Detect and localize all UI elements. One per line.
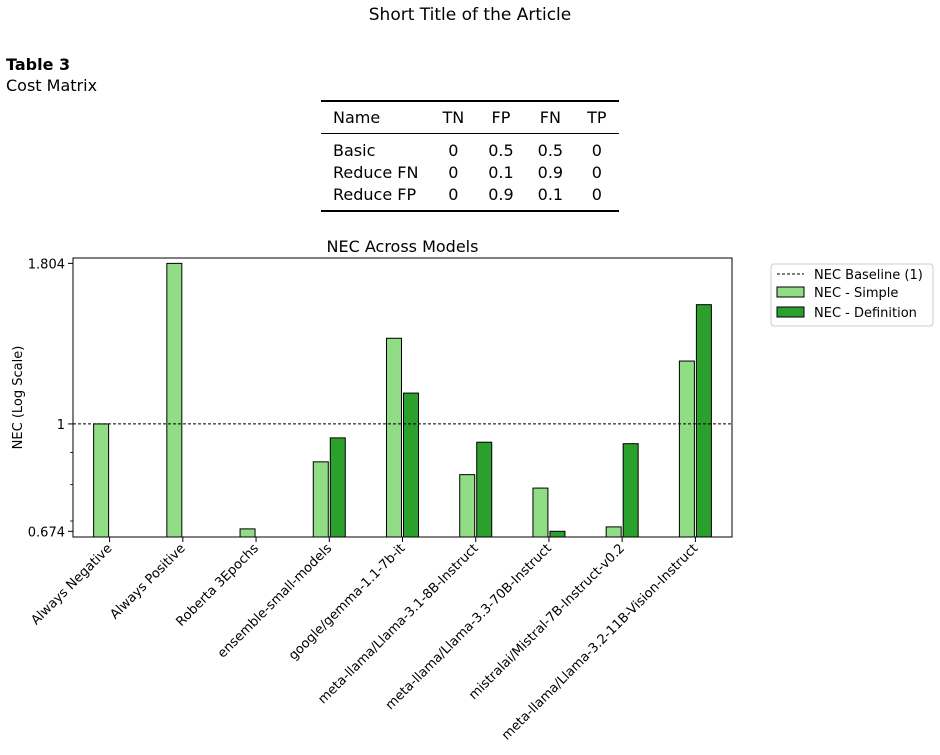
bar-simple (93, 423, 110, 538)
column-header: FN (525, 101, 576, 134)
legend-label-simple: NEC - Simple (814, 286, 898, 301)
table-caption: Table 3 Cost Matrix (6, 54, 97, 96)
table-cell: 0 (591, 184, 602, 204)
table-cell: 0.9 (488, 184, 514, 204)
table-cell: 0 (591, 162, 602, 182)
table-cell: 0.1 (537, 184, 564, 204)
table-label: Table 3 (6, 55, 71, 74)
bar-definition (329, 437, 346, 538)
y-tick-label: 0.674 (28, 525, 65, 540)
table-cell: Reduce FN (333, 162, 419, 182)
table-cell: 0.5 (488, 140, 514, 160)
x-tick-label: google/gemma-1.1-7b-it (286, 541, 408, 663)
bar-simple (386, 337, 402, 538)
y-tick-label: 1.804 (28, 257, 65, 272)
table-row: Reduce FN 0 0.1 0.9 0 (321, 161, 619, 183)
x-tick-label: meta-llama/Llama-3.1-8B-Instruct (316, 541, 482, 707)
bar-definition (403, 392, 419, 538)
legend-box (770, 263, 934, 327)
table-cell: Basic (333, 140, 376, 160)
y-axis-label: NEC (Log Scale) (11, 346, 26, 450)
legend-swatch-definition (776, 306, 805, 318)
bar-definition (476, 441, 493, 538)
x-tick-label: Always Positive (107, 541, 188, 622)
column-header: TP (575, 101, 619, 134)
nec-bar-chart: NEC Across Models 0.674 1 1.804 NEC (Log Sca… (11, 237, 934, 743)
bar-definition (549, 530, 566, 538)
column-header: TN (430, 101, 477, 134)
table-cell: 0.5 (537, 140, 564, 160)
page-header: Short Title of the Article (368, 5, 572, 25)
bar-simple (239, 528, 256, 538)
table-cell: 0.1 (488, 162, 514, 182)
bar-definition (695, 304, 712, 538)
legend-label-definition: NEC - Definition (814, 306, 917, 321)
x-tick-label: meta-llama/Llama-3.3-70B-Instruct (383, 541, 555, 713)
table-cell: 0 (448, 162, 459, 182)
table-cell: Reduce FP (333, 184, 417, 204)
table-cell: 0 (448, 140, 459, 160)
column-header: Name (321, 101, 431, 134)
bar-simple (312, 461, 329, 538)
table-cell: 0.9 (537, 162, 564, 182)
column-header: FP (476, 101, 526, 134)
table-cell: 0 (448, 184, 459, 204)
table-cell: 0 (591, 140, 602, 160)
bar-simple (678, 360, 695, 538)
table-row: Basic 0 0.5 0.5 0 (321, 134, 619, 162)
chart-title: NEC Across Models (327, 237, 479, 256)
bar-definition (622, 443, 639, 538)
legend-label-baseline: NEC Baseline (1) (814, 268, 923, 283)
bar-simple (459, 474, 476, 538)
table-header-row: Name TN FP FN TP (321, 101, 619, 134)
x-tick-label: Always Negative (28, 541, 115, 628)
legend-swatch-simple (776, 286, 805, 298)
bar-simple (605, 526, 622, 538)
table-title: Cost Matrix (6, 76, 98, 95)
y-tick-label: 1 (57, 418, 65, 433)
bar-simple (166, 262, 183, 538)
x-tick-label: mistralai/Mistral-7B-Instruct-v0.2 (466, 541, 628, 703)
cost-matrix-table: Name TN FP FN TP Basic 0 0.5 0.5 0 Reduc… (321, 100, 619, 212)
table-row: Reduce FP 0 0.9 0.1 0 (321, 183, 619, 211)
bar-simple (532, 487, 549, 538)
